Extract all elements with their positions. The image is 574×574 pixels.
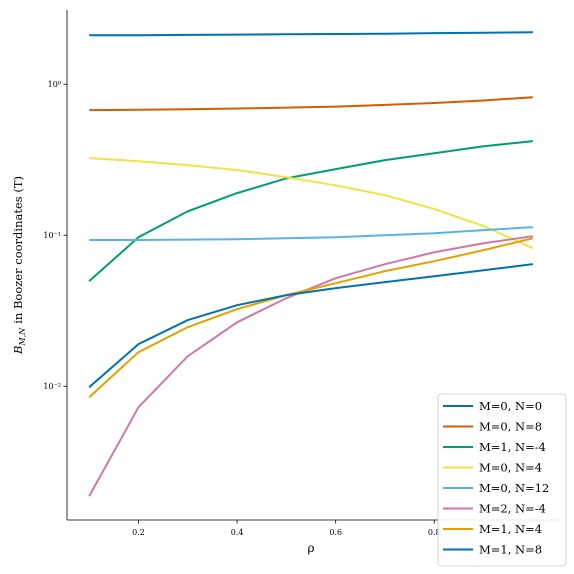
y-label-subscript: M,N	[18, 327, 27, 347]
x-axis-label: ρ	[307, 541, 314, 555]
legend-label: M=1, N=-4	[479, 440, 546, 454]
series-line	[89, 157, 534, 250]
legend-box	[437, 393, 567, 567]
x-tick-label: 0.6	[329, 528, 342, 537]
series-line	[88, 237, 534, 398]
y-axis-label: BM,N in Boozer coordinates (T)	[11, 176, 27, 355]
series-line	[88, 263, 534, 388]
y-label-symbol: B	[11, 346, 25, 355]
x-tick-label: 0.4	[231, 528, 244, 537]
legend: M=0, N=0 M=0, N=8 M=1, N=-4 M=0, N=4 M=0, N=…	[437, 393, 567, 567]
x-tick-label: 0.2	[132, 528, 145, 537]
y-tick-label: 10⁰	[48, 80, 61, 89]
series-line	[89, 31, 533, 37]
legend-label: M=0, N=12	[479, 481, 549, 495]
x-tick-label: 0.8	[428, 528, 441, 537]
legend-label: M=1, N=8	[479, 543, 542, 557]
legend-label: M=0, N=0	[479, 399, 542, 413]
series-line	[88, 140, 533, 282]
series-line	[89, 96, 533, 112]
legend-label: M=0, N=4	[479, 461, 542, 475]
legend-label: M=2, N=-4	[479, 502, 546, 516]
y-tick-label: 10⁻²	[43, 382, 61, 391]
legend-label: M=0, N=8	[479, 420, 542, 434]
y-tick-label: 10⁻¹	[43, 231, 61, 240]
plot-area	[88, 31, 534, 497]
y-label-text: in Boozer coordinates (T)	[11, 176, 25, 324]
legend-label: M=1, N=4	[479, 522, 542, 536]
series-line	[89, 226, 533, 241]
